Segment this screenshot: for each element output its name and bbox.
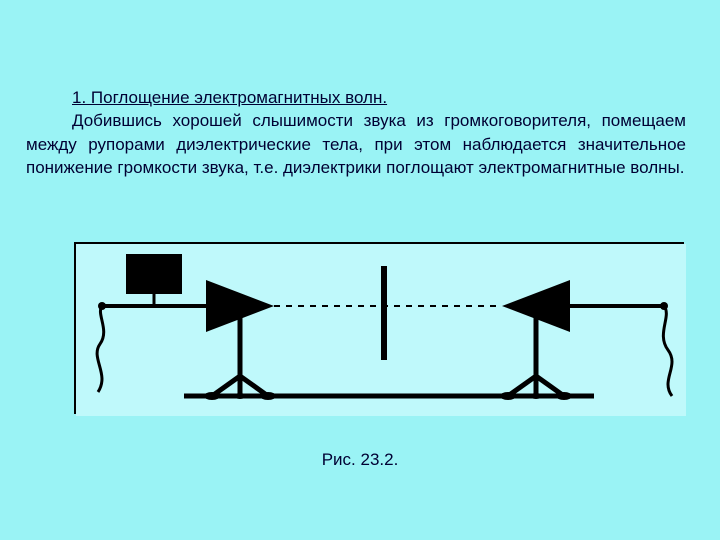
diagram-figure	[74, 242, 684, 414]
figure-caption: Рис. 23.2.	[0, 450, 720, 470]
section-paragraph: Добившись хорошей слышимости звука из гр…	[26, 109, 686, 179]
section-heading: 1. Поглощение электромагнитных волн.	[72, 88, 387, 107]
page: 1. Поглощение электромагнитных волн. Доб…	[0, 0, 720, 540]
diagram-svg	[76, 244, 686, 416]
text-block: 1. Поглощение электромагнитных волн. Доб…	[26, 86, 686, 180]
